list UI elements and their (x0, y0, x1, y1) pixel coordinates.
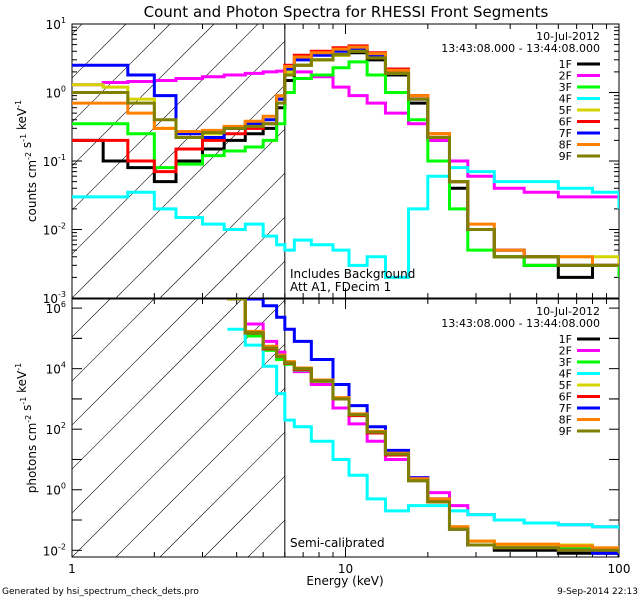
series-8F (72, 45, 619, 267)
chart-title: Count and Photon Spectra for RHESSI Fron… (144, 3, 549, 21)
y-axis-label: counts cm-2 s-1 keV-1 (14, 100, 39, 222)
calibration-note: Semi-calibrated (290, 536, 385, 550)
footer-generated: Generated by hsi_spectrum_check_dets.pro (2, 587, 199, 597)
footer-date: 9-Sep-2014 22:13 (557, 587, 638, 597)
legend-label: 2F (559, 70, 572, 83)
x-tick-label: 1 (68, 562, 76, 576)
series-group (72, 44, 619, 279)
legend-label: 7F (559, 127, 572, 140)
y-tick-label: 101 (46, 16, 66, 32)
background-note: Includes Background (290, 267, 415, 281)
y-tick-label: 104 (46, 361, 66, 377)
y-tick-label: 100 (46, 85, 66, 101)
legend-label: 1F (559, 333, 572, 346)
legend-label: 5F (559, 104, 572, 117)
time-range-label: 13:43:08.000 - 13:44:08.000 (441, 317, 600, 330)
legend-label: 1F (559, 58, 572, 71)
legend-label: 2F (559, 345, 572, 358)
background-hatch (0, 299, 619, 557)
legend-label: 4F (559, 368, 572, 381)
series-9F (227, 299, 619, 554)
time-range-label: 13:43:08.000 - 13:44:08.000 (441, 42, 600, 55)
x-tick-label: 10 (338, 562, 353, 576)
date-label: 10-Jul-2012 (536, 30, 600, 43)
y-tick-label: 10-2 (43, 222, 66, 238)
legend-label: 6F (559, 116, 572, 129)
y-tick-label: 10-3 (43, 290, 66, 306)
legend-label: 6F (559, 391, 572, 404)
series-2F (72, 68, 619, 203)
hatch-line (72, 24, 83, 35)
legend-label: 8F (559, 139, 572, 152)
y-tick-label: 100 (46, 482, 66, 498)
panel-bottom: 10-2 100 102 104 106 photons cm-2 s-1 keV-1 10… (0, 298, 631, 588)
series-9F (72, 49, 619, 267)
series-3F (72, 60, 619, 278)
hatch-line (72, 299, 155, 382)
y-axis-label: photons cm-2 s-1 keV-1 (14, 363, 39, 494)
hatch-line (72, 299, 287, 514)
legend-label: 5F (559, 379, 572, 392)
hatch-line (72, 24, 127, 79)
y-tick-label: 10-1 (43, 153, 66, 169)
legend-label: 9F (559, 150, 572, 163)
y-tick-label: 102 (46, 421, 66, 437)
y-tick-label: 10-2 (43, 542, 66, 558)
legend-label: 4F (559, 93, 572, 106)
hatch-line (72, 24, 171, 123)
hatch-line (72, 24, 303, 255)
hatch-line (72, 299, 243, 470)
series-group (227, 299, 619, 557)
panel-top: 10-3 10-2 10-1 100 101 counts cm-2 s-1 keV-1 1… (14, 16, 620, 306)
y-tick-label: 106 (46, 300, 66, 316)
x-axis-label: Energy (keV) (306, 574, 383, 588)
legend-label: 3F (559, 81, 572, 94)
series-4F (227, 327, 619, 530)
series-4F (72, 166, 619, 279)
legend-label: 9F (559, 425, 572, 438)
legend-label: 7F (559, 402, 572, 415)
hatch-line (72, 299, 199, 426)
legend-label: 8F (559, 414, 572, 427)
date-label: 10-Jul-2012 (536, 305, 600, 318)
x-tick-label: 100 (608, 562, 631, 576)
attenuator-note: Att A1, FDecim 1 (290, 280, 391, 294)
legend-label: 3F (559, 356, 572, 369)
hatch-line (0, 299, 22, 557)
